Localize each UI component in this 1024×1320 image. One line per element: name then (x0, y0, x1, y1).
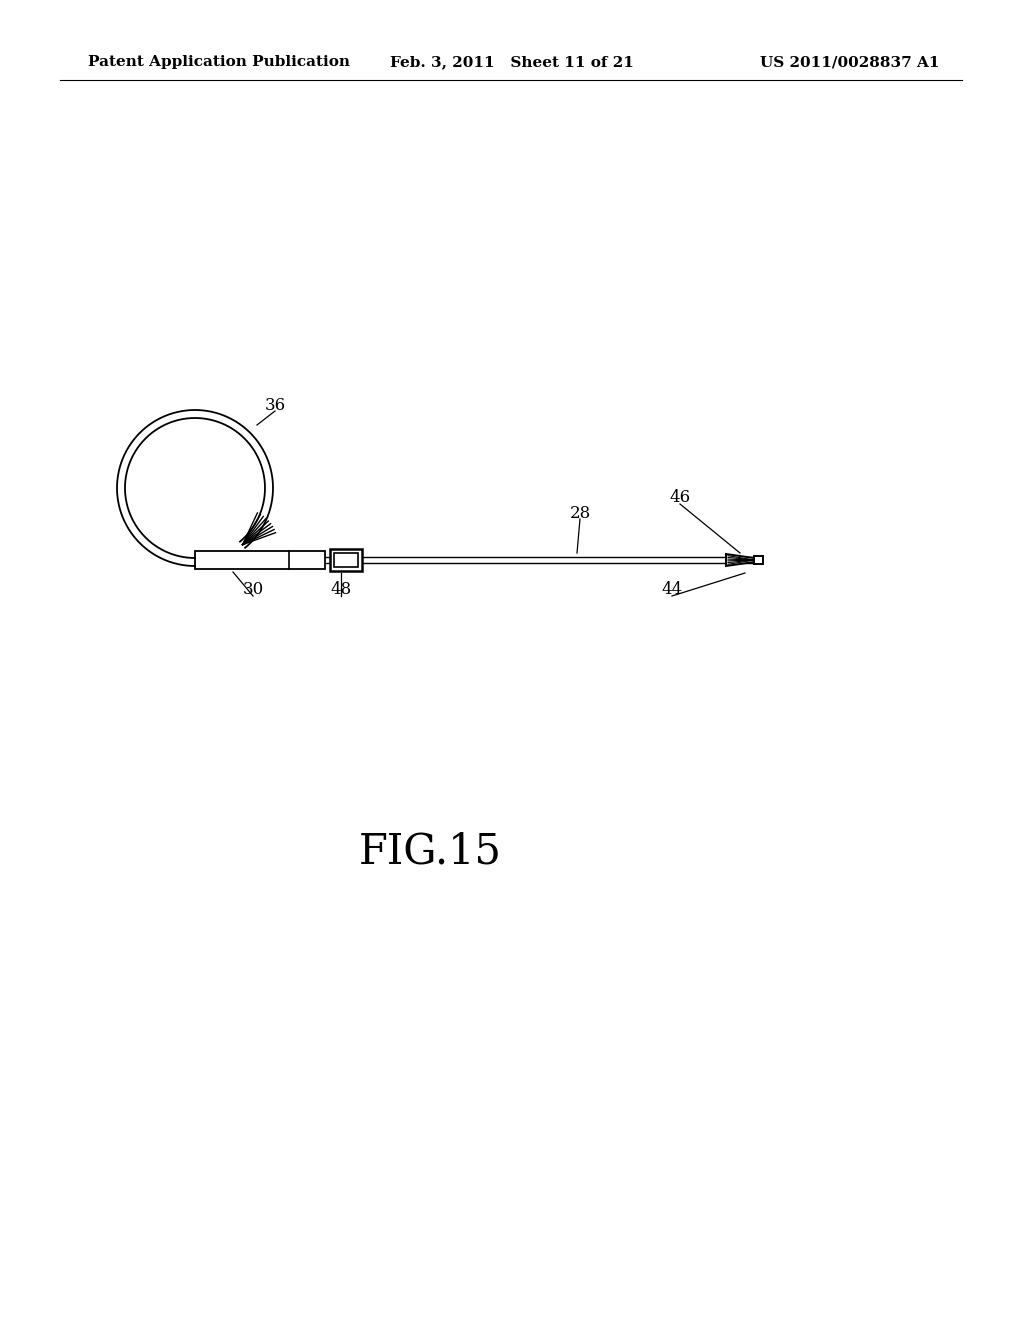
Polygon shape (117, 411, 273, 566)
Text: US 2011/0028837 A1: US 2011/0028837 A1 (761, 55, 940, 69)
Text: Patent Application Publication: Patent Application Publication (88, 55, 350, 69)
Polygon shape (726, 554, 754, 566)
Text: FIG.15: FIG.15 (358, 830, 502, 873)
Bar (754, 556, 763, 564)
Bar (195, 550, 325, 569)
Text: Feb. 3, 2011   Sheet 11 of 21: Feb. 3, 2011 Sheet 11 of 21 (390, 55, 634, 69)
Bar (334, 553, 358, 568)
Text: 36: 36 (264, 396, 286, 413)
Text: 46: 46 (670, 490, 690, 507)
Text: 28: 28 (569, 504, 591, 521)
Bar (330, 549, 362, 572)
Text: 44: 44 (662, 582, 683, 598)
Text: 30: 30 (243, 582, 263, 598)
Text: 48: 48 (331, 582, 351, 598)
